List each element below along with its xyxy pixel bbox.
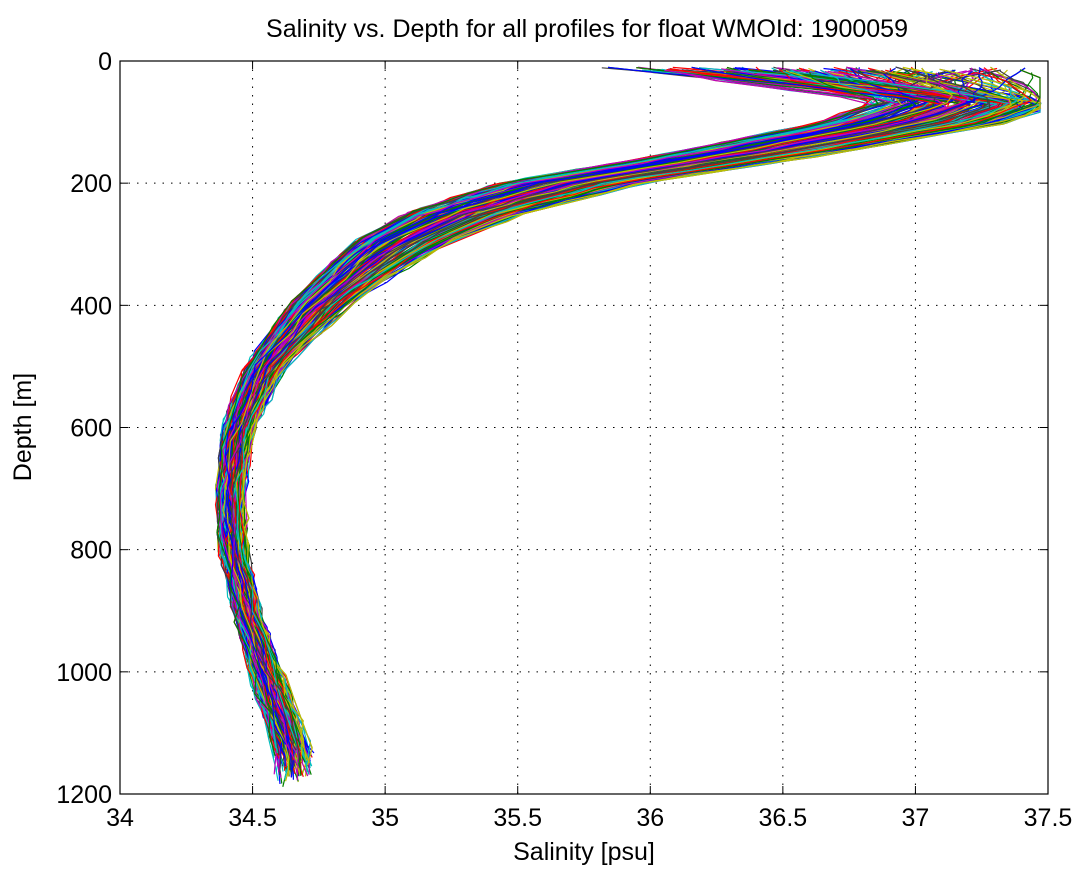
x-axis-label: Salinity [psu] [513,838,655,866]
profile-line [217,68,880,737]
x-tick-label: 34.5 [228,804,277,832]
profile-lines [214,66,1042,787]
profile-line [224,66,917,745]
profile-line [217,69,873,741]
profile-line [214,67,905,747]
x-tick-label: 34 [106,804,134,832]
profile-line [224,66,917,745]
x-tick-label: 37 [902,804,930,832]
profile-line [226,68,936,769]
profile-line [225,68,944,761]
y-tick-label: 1200 [56,781,112,809]
profile-line [226,72,970,768]
profile-line [218,69,895,749]
y-tick-label: 600 [70,415,112,443]
y-tick-label: 1000 [56,659,112,687]
x-tick-label: 36.5 [759,804,808,832]
profile-line [221,67,898,764]
y-axis-label: Depth [m] [9,373,37,481]
profile-line [230,66,989,761]
profile-line [218,69,895,749]
profile-line [219,68,909,753]
x-tick-label: 35 [371,804,399,832]
profile-line [217,69,873,741]
profile-line [216,71,880,757]
profile-line [214,66,870,761]
y-tick-label: 800 [70,537,112,565]
profile-line [242,70,1041,766]
profile-line [217,68,880,737]
profile-line [216,70,868,739]
profile-line [219,69,901,738]
y-tick-label: 0 [98,48,112,76]
x-tick-label: 37.5 [1024,804,1073,832]
axis-ticks: 34 34.5 35 35.5 36 36.5 37 37.5 0 200 400 600 800 100… [56,48,1072,832]
x-tick-label: 36 [636,804,664,832]
profile-line [235,71,1012,763]
y-tick-label: 400 [70,292,112,320]
chart-title: Salinity vs. Depth for all profiles for … [266,15,908,43]
profile-line [214,68,876,773]
profile-line [223,67,954,777]
profile-line [227,70,976,751]
y-tick-label: 200 [70,170,112,198]
profile-line [219,69,901,738]
profile-line [234,70,1010,754]
profile-line [227,68,983,771]
x-tick-label: 35.5 [493,804,542,832]
